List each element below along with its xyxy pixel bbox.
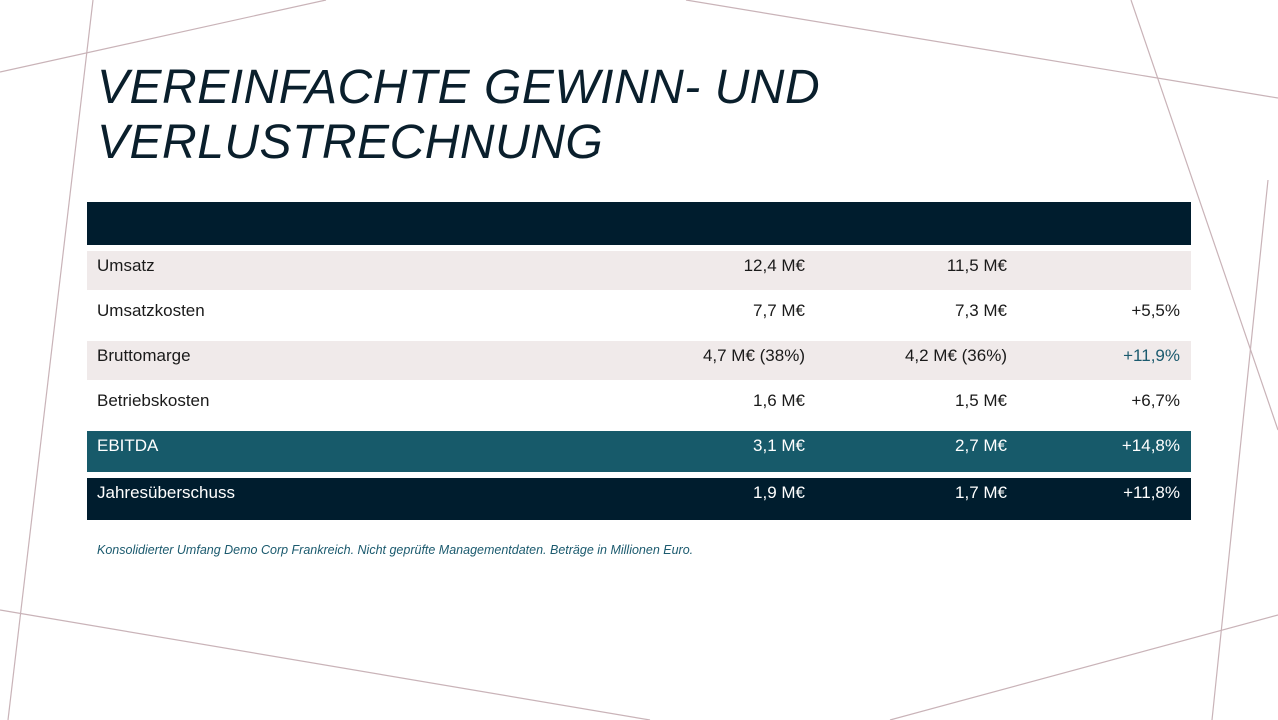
row-label: Umsatz <box>97 256 155 275</box>
row-label: Umsatzkosten <box>97 301 205 320</box>
deco-line <box>7 0 94 720</box>
row-change: +11,9% <box>1123 346 1180 365</box>
footnote: Konsolidierter Umfang Demo Corp Frankrei… <box>97 543 694 557</box>
row-value-2: 7,3 M€ <box>955 301 1007 320</box>
table-row-bruttomarge: Bruttomarge 4,7 M€ (38%) 4,2 M€ (36%) +1… <box>87 341 1191 380</box>
table-header-band <box>87 202 1191 245</box>
row-value-2: 1,5 M€ <box>955 391 1007 410</box>
row-value-1: 1,6 M€ <box>753 391 805 410</box>
row-value-2: 4,2 M€ (36%) <box>904 346 1007 365</box>
deco-line <box>685 0 1278 99</box>
row-change: +11,8% <box>1123 483 1180 502</box>
table-row-ebitda: EBITDA 3,1 M€ 2,7 M€ +14,8% <box>87 431 1191 472</box>
row-label: EBITDA <box>97 436 159 455</box>
row-value-2: 1,7 M€ <box>955 483 1007 502</box>
row-change: +5,5% <box>1131 301 1180 320</box>
title-line-1: VEREINFACHTE GEWINN- UND <box>97 61 821 114</box>
deco-line <box>0 609 651 720</box>
table-row-umsatz: Umsatz 12,4 M€ 11,5 M€ <box>87 251 1191 290</box>
income-statement-table: Umsatz 12,4 M€ 11,5 M€ Umsatzkosten 7,7 … <box>87 202 1191 520</box>
table-row-jahresueberschuss: Jahresüberschuss 1,9 M€ 1,7 M€ +11,8% <box>87 478 1191 520</box>
row-value-2: 2,7 M€ <box>955 436 1007 455</box>
deco-line <box>889 614 1278 720</box>
table-row-betriebskosten: Betriebskosten 1,6 M€ 1,5 M€ +6,7% <box>87 386 1191 425</box>
row-value-1: 4,7 M€ (38%) <box>702 346 805 365</box>
row-value-1: 7,7 M€ <box>753 301 805 320</box>
title-line-2: VERLUSTRECHNUNG <box>97 116 604 169</box>
row-label: Jahresüberschuss <box>97 483 235 502</box>
row-value-1: 12,4 M€ <box>743 256 805 275</box>
deco-line <box>0 0 327 73</box>
row-label: Bruttomarge <box>97 346 191 365</box>
row-value-1: 1,9 M€ <box>753 483 805 502</box>
row-value-2: 11,5 M€ <box>946 256 1007 275</box>
row-label: Betriebskosten <box>97 391 210 410</box>
row-change: +14,8% <box>1121 436 1180 455</box>
deco-line <box>1130 0 1278 431</box>
row-value-1: 3,1 M€ <box>753 436 805 455</box>
page-title: VEREINFACHTE GEWINN- UND VERLUSTRECHNUNG <box>97 60 820 170</box>
row-change: +6,7% <box>1131 391 1180 410</box>
table-row-umsatzkosten: Umsatzkosten 7,7 M€ 7,3 M€ +5,5% <box>87 296 1191 335</box>
